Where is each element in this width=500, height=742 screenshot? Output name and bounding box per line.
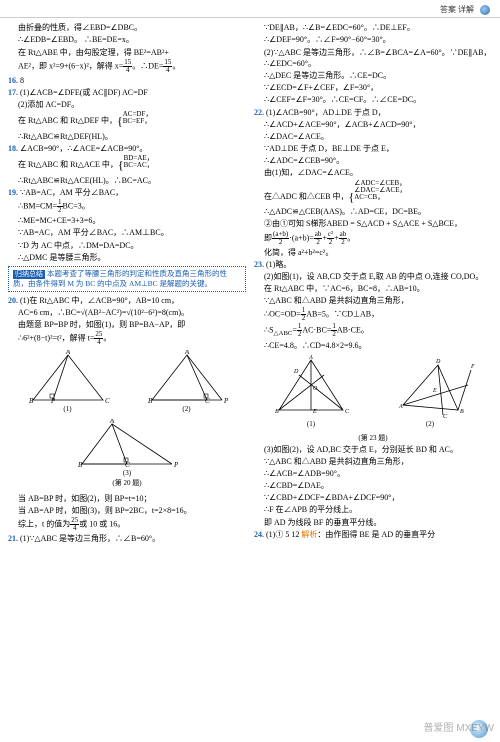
left-column: 由折叠的性质，得∠EBD=∠DBC。 ∴∠EDB=∠EBD。 ∴BE=DE=x。… [8, 22, 246, 545]
text-line: ∴△DEC 是等边三角形。∴CE=DC。 [254, 70, 492, 81]
text-line: 即 AD 为线段 BF 的垂直平分线。 [254, 517, 492, 528]
text-line: 由折叠的性质，得∠EBD=∠DBC。 [8, 22, 246, 33]
svg-text:F: F [470, 364, 475, 370]
problem-23: 23. (1)略。 [254, 259, 492, 270]
figure-20-3: A B C P (3) (第 20 题) [72, 419, 182, 489]
figure-23-caption: (第 23 题) [254, 434, 492, 444]
text-line: ∵△ABC 和△ABD 是共斜边直角三角形， [254, 456, 492, 467]
text-line: (3)如图(2)，设 AD,BC 交于点 E，分别延长 BD 和 AC。 [254, 444, 492, 455]
page-header: 答案 详解 [0, 0, 500, 18]
header-dot-icon [480, 5, 490, 15]
problem-22: 22. (1)∠ACB=90°，AD⊥DE 于点 D， [254, 107, 492, 118]
watermark-text: 普爱图 MXEYW [423, 722, 494, 736]
figure-23-2: A D B F C E (2) [383, 355, 478, 430]
svg-text:D: D [435, 359, 441, 365]
text-line: ∴F 在∠APB 的平分线上。 [254, 504, 492, 515]
problem-18: 18. ∠ACB=90°，∴∠ACE=∠ACB=90°。 [8, 143, 246, 154]
text-line: ∴S△ABC=12AC·BC=12AB·CE。 [254, 323, 492, 338]
text-line: ∴△DMC 是等腰三角形。 [8, 252, 246, 263]
text-line: ∴∠DAC=∠ACE。 [254, 131, 492, 142]
svg-text:A: A [398, 404, 403, 410]
text-line: 当 AB=BP 时，如图(2)，则 BP=t=10； [8, 493, 246, 504]
content-columns: 由折叠的性质，得∠EBD=∠DBC。 ∴∠EDB=∠EBD。 ∴BE=DE=x。… [0, 18, 500, 549]
text-line: ∴∠ACD+∠ACE=90°，∠ACB+∠ACD=90°， [254, 119, 492, 130]
text-line: ∴∠DEF=90°。∴∠F=90°−60°=30°。 [254, 34, 492, 45]
svg-text:B: B [275, 409, 279, 415]
svg-text:B: B [78, 461, 83, 469]
svg-text:B: B [460, 409, 464, 415]
text-line: ∴OC=OD=12AB=5。∵CD⊥AB， [254, 307, 492, 322]
text-line: ∴∠CEF=∠F=30°。∴CE=CF。∴∠CE=DC。 [254, 94, 492, 105]
text-line: ∴Rt△ABC≌Rt△DEF(HL)。 [8, 131, 246, 142]
figure-20-1: A B P C (1) [23, 350, 113, 415]
text-line: AC=6 cm，∴BC=√(AB²−AC²)=√(10²−6²)=8(cm)。 [8, 307, 246, 318]
text-line: ∴Rt△ABC≌Rt△ACE(HL)。∴BC=AC。 [8, 175, 246, 186]
text-line: ∵AB=AC，AM 平分∠BAC，∴AM⊥BC。 [8, 227, 246, 238]
text-line: (2)添加 AC=DF。 [8, 99, 246, 110]
text-line: 化简，得 a²+b²=c²。 [254, 247, 492, 258]
svg-text:A: A [183, 350, 189, 356]
text-line: ∵DE∥AB，∴∠B=∠EDC=60°。∴DE⊥EF。 [254, 22, 492, 33]
right-column: ∵DE∥AB，∴∠B=∠EDC=60°。∴DE⊥EF。 ∴∠DEF=90°。∴∠… [254, 22, 492, 545]
svg-text:B: B [29, 397, 34, 405]
text-line: 在 Rt△ABC 中，∵AC=6，BC=8，∴AB=10。 [254, 283, 492, 294]
text-line: ∴△ADC≌△CEB(AAS)。∴AD=CE，DC=BE。 [254, 206, 492, 217]
svg-text:A: A [109, 419, 115, 425]
svg-text:P: P [223, 397, 229, 405]
text-line: 当 AB=AP 时，如图(3)，则 BP=2BC，t=2×8=16。 [8, 505, 246, 516]
text-line: ∴6²+(8−t)²=t²，解得 t=254。 [8, 331, 246, 346]
figure-20-row2: A B C P (3) (第 20 题) [8, 419, 246, 489]
text-line: ∴BM=CM=12BC=3。 [8, 199, 246, 214]
text-line: 在 Rt△ABC 和 Rt△DEF 中，{AC=DF，BC=EF， [8, 111, 246, 130]
text-line: 在△ADC 和△CEB 中，{∠ADC=∠CEB，∠DAC=∠ACE，AC=CB… [254, 180, 492, 206]
text-line: (2)∵△ABC 是等边三角形，∴∠B=∠BCA=∠A=60°。∵DE∥AB，∴… [254, 47, 492, 69]
problem-16: 16. 8 [8, 75, 246, 86]
figure-23-row: A B C O E D (1) A D B F [254, 355, 492, 430]
text-line: ∴∠EDB=∠EBD。 ∴BE=DE=x。 [8, 34, 246, 45]
text-line: 由题意 BP=BP 时，如图(1)，则 BP=BA−AP，即 [8, 319, 246, 330]
figure-20-row1: A B P C (1) A B C P [8, 350, 246, 415]
figure-20-2: A B C P (2) [142, 350, 232, 415]
problem-19: 19. ∵AB=AC，AM 平分∠BAC， [8, 187, 246, 198]
text-line: ∴∠CBD=∠DAE。 [254, 480, 492, 491]
svg-text:E: E [312, 409, 317, 415]
text-line: ∵∠ECD=∠F+∠CEF，∠F=30°， [254, 82, 492, 93]
text-line: ∴∠ADC=∠CEB=90°。 [254, 155, 492, 166]
problem-24: 24. (1)① 5 12 解析：由作图得 BE 是 AD 的垂直平分 [254, 529, 492, 540]
svg-text:C: C [345, 409, 350, 415]
text-line: 在 Rt△ABE 中，由勾股定理，得 BE²=AB²+ [8, 47, 246, 58]
text-line: 即(a+b)2·(a+b)=ab2+c²2+ab2。 [254, 231, 492, 246]
svg-text:P: P [173, 461, 179, 469]
text-line: ②由①可知 S梯形ABED = S△ACD + S△ACE + S△BCE， [254, 218, 492, 229]
summary-label: 归纳总结 [13, 270, 45, 279]
figure-23-1: A B C O E D (1) [269, 355, 354, 430]
svg-text:D: D [293, 369, 299, 375]
text-line: ∴ME=MC+CE=3+3=6。 [8, 215, 246, 226]
text-line: ∵△ABC 和△ABD 是共斜边直角三角形， [254, 295, 492, 306]
text-line: ∴∠ACB=∠ADB=90°。 [254, 468, 492, 479]
text-line: 在 Rt△ABC 和 Rt△ACE 中，{BD=AE，BC=AC， [8, 155, 246, 174]
text-line: 由(1)知，∠DAC=∠ACE。 [254, 167, 492, 178]
svg-text:A: A [308, 355, 313, 361]
summary-text: 本题考查了等腰三角形的判定和性质及直角三角形的性质，由条件得到 M 为 BC 的… [13, 269, 227, 288]
svg-text:B: B [148, 397, 153, 405]
svg-text:A: A [64, 350, 70, 356]
svg-text:C: C [105, 397, 110, 405]
text-line: ∵∠CBD+∠DCF=∠BDA+∠DCF=90°， [254, 492, 492, 503]
header-text: 答案 详解 [440, 5, 474, 14]
text-line: AE²，即 x²=9+(6−x)²，解得 x=154。∴DE=154。 [8, 59, 246, 74]
text-line: 综上，t 的值为254或 10 或 16。 [8, 517, 246, 532]
problem-20: 20. (1)在 Rt△ABC 中，∠ACB=90°，AB=10 cm， [8, 295, 246, 306]
problem-17: 17. (1)∠ACB=∠DFE(或 AC∥DF) AC=DF [8, 87, 246, 98]
svg-text:O: O [313, 386, 318, 392]
text-line: ∴CE=4.8。∴CD=4.8×2=9.6。 [254, 340, 492, 351]
text-line: ∵AD⊥DE 于点 D，BE⊥DE 于点 E， [254, 143, 492, 154]
svg-text:E: E [432, 388, 437, 394]
text-line: (2)如图(1)，设 AB,CD 交于点 E,取 AB 的中点 O,连接 CO,… [254, 271, 492, 282]
problem-21: 21. (1)∵△ABC 是等边三角形，∴∠B=60°。 [8, 533, 246, 544]
summary-box: 归纳总结本题考查了等腰三角形的判定和性质及直角三角形的性质，由条件得到 M 为 … [8, 266, 246, 292]
text-line: ∵D 为 AC 中点，∴DM=DA=DC。 [8, 240, 246, 251]
